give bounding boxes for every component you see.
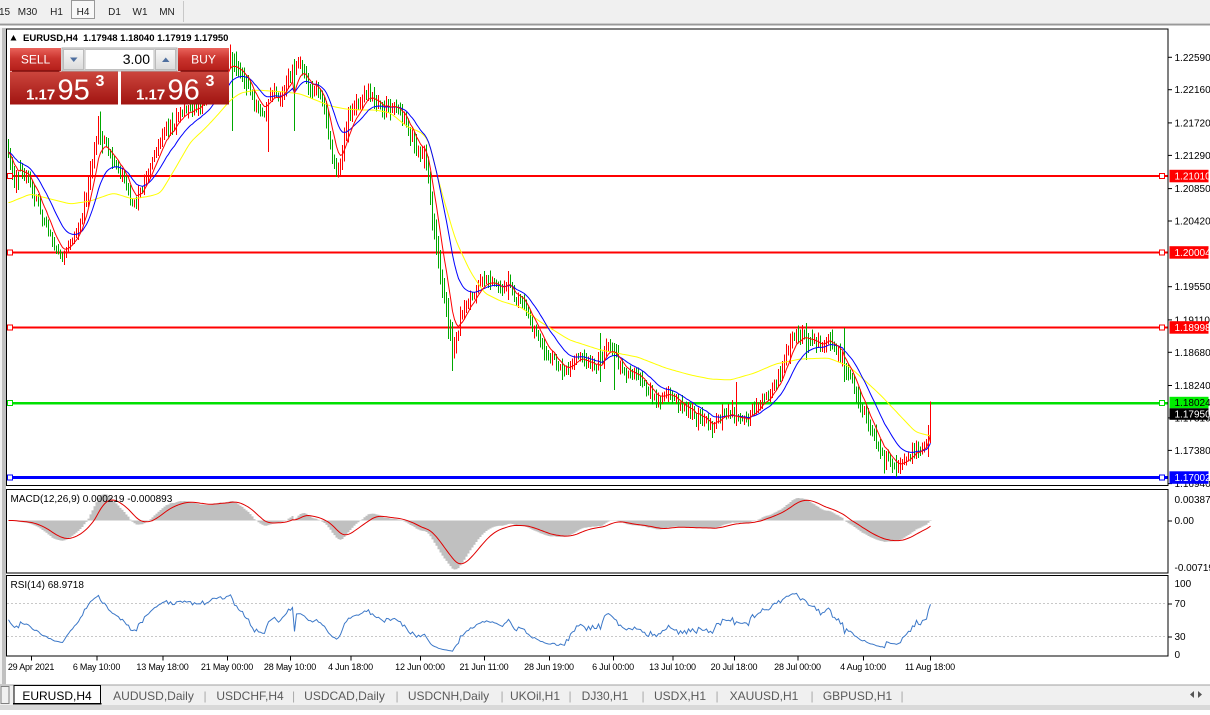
svg-text:1.18024: 1.18024 <box>1175 398 1210 409</box>
svg-text:USDCAD,Daily: USDCAD,Daily <box>304 689 385 703</box>
svg-text:3.00: 3.00 <box>123 51 150 67</box>
svg-text:H4: H4 <box>77 7 90 18</box>
svg-text:1.19550: 1.19550 <box>1175 282 1210 293</box>
svg-text:12 Jun 00:00: 12 Jun 00:00 <box>395 662 445 672</box>
svg-text:20 Jul 18:00: 20 Jul 18:00 <box>711 662 758 672</box>
svg-text:|: | <box>292 689 295 703</box>
svg-text:EURUSD,H4 1.17948 1.18040 1.1: EURUSD,H4 1.17948 1.18040 1.17919 1.1795… <box>23 33 228 44</box>
svg-text:1.18998: 1.18998 <box>1175 323 1210 334</box>
svg-text:XAUUSD,H1: XAUUSD,H1 <box>730 689 799 703</box>
svg-text:1.20004: 1.20004 <box>1175 248 1210 259</box>
svg-text:1.20420: 1.20420 <box>1175 217 1210 228</box>
svg-text:|: | <box>395 689 398 703</box>
svg-text:21 May 00:00: 21 May 00:00 <box>201 662 253 672</box>
svg-text:1.17: 1.17 <box>136 87 165 104</box>
svg-text:GBPUSD,H1: GBPUSD,H1 <box>823 689 893 703</box>
svg-text:1.17950: 1.17950 <box>1175 410 1210 421</box>
svg-text:11 Aug 18:00: 11 Aug 18:00 <box>905 662 955 672</box>
svg-text:MACD(12,26,9) 0.000219 -0.0008: MACD(12,26,9) 0.000219 -0.000893 <box>11 494 173 505</box>
svg-text:70: 70 <box>1175 599 1187 610</box>
svg-text:USDCNH,Daily: USDCNH,Daily <box>408 689 489 703</box>
svg-text:|: | <box>715 689 718 703</box>
svg-text:W1: W1 <box>133 7 148 18</box>
svg-text:4 Jun 18:00: 4 Jun 18:00 <box>328 662 373 672</box>
svg-text:15: 15 <box>0 7 11 18</box>
svg-text:|: | <box>500 689 503 703</box>
svg-text:1.22590: 1.22590 <box>1175 53 1210 64</box>
svg-text:29 Apr 2021: 29 Apr 2021 <box>8 662 55 672</box>
svg-text:28 Jun 19:00: 28 Jun 19:00 <box>524 662 574 672</box>
svg-text:0.003873: 0.003873 <box>1175 495 1210 506</box>
svg-text:30: 30 <box>1175 632 1187 643</box>
svg-text:1.17380: 1.17380 <box>1175 446 1210 457</box>
svg-text:H1: H1 <box>50 7 63 18</box>
svg-text:M30: M30 <box>18 7 38 18</box>
svg-text:1.21290: 1.21290 <box>1175 151 1210 162</box>
svg-text:95: 95 <box>58 75 90 107</box>
svg-text:1.17: 1.17 <box>26 87 55 104</box>
svg-text:4 Aug 10:00: 4 Aug 10:00 <box>840 662 886 672</box>
svg-text:1.20850: 1.20850 <box>1175 184 1210 195</box>
svg-text:96: 96 <box>168 75 200 107</box>
svg-text:6 Jul 00:00: 6 Jul 00:00 <box>592 662 634 672</box>
svg-text:USDX,H1: USDX,H1 <box>654 689 706 703</box>
svg-text:28 Jul 00:00: 28 Jul 00:00 <box>774 662 821 672</box>
svg-text:0.00: 0.00 <box>1175 516 1195 527</box>
svg-text:1.22160: 1.22160 <box>1175 85 1210 96</box>
svg-text:1.21720: 1.21720 <box>1175 118 1210 129</box>
svg-text:-0.007195: -0.007195 <box>1175 563 1210 574</box>
svg-text:21 Jun 11:00: 21 Jun 11:00 <box>460 662 509 672</box>
svg-text:100: 100 <box>1175 579 1192 590</box>
svg-text:28 May 10:00: 28 May 10:00 <box>264 662 316 672</box>
svg-text:3: 3 <box>96 73 105 90</box>
svg-text:1.17002: 1.17002 <box>1175 473 1210 484</box>
svg-text:BUY: BUY <box>191 53 216 67</box>
svg-text:|: | <box>568 689 571 703</box>
svg-text:UKOil,H1: UKOil,H1 <box>510 689 560 703</box>
svg-text:AUDUSD,Daily: AUDUSD,Daily <box>113 689 194 703</box>
svg-text:D1: D1 <box>108 7 121 18</box>
svg-text:|: | <box>900 689 903 703</box>
svg-text:EURUSD,H4: EURUSD,H4 <box>22 689 92 703</box>
svg-text:1.21010: 1.21010 <box>1175 172 1210 183</box>
svg-text:1.18680: 1.18680 <box>1175 348 1210 359</box>
svg-text:13 May 18:00: 13 May 18:00 <box>136 662 188 672</box>
svg-text:RSI(14) 68.9718: RSI(14) 68.9718 <box>11 580 85 591</box>
svg-text:|: | <box>203 689 206 703</box>
svg-text:6 May 10:00: 6 May 10:00 <box>73 662 121 672</box>
svg-text:USDCHF,H4: USDCHF,H4 <box>216 689 284 703</box>
svg-text:DJ30,H1: DJ30,H1 <box>582 689 629 703</box>
svg-text:|: | <box>810 689 813 703</box>
svg-text:SELL: SELL <box>21 53 51 67</box>
svg-text:0: 0 <box>1175 650 1181 661</box>
svg-text:3: 3 <box>206 73 215 90</box>
svg-text:13 Jul 10:00: 13 Jul 10:00 <box>649 662 696 672</box>
svg-text:|: | <box>641 689 644 703</box>
svg-text:1.18240: 1.18240 <box>1175 381 1210 392</box>
svg-text:MN: MN <box>159 7 175 18</box>
